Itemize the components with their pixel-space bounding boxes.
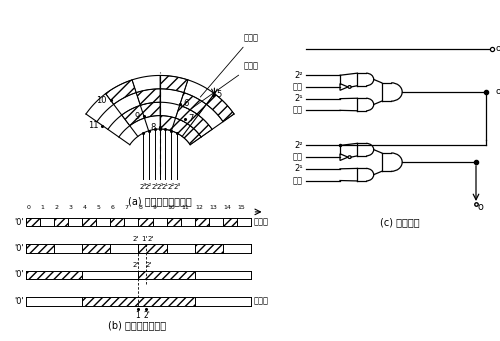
Text: 超前: 超前 [293, 153, 303, 162]
Bar [26, 218, 40, 226]
Text: 2': 2' [147, 236, 154, 242]
Polygon shape [122, 102, 160, 126]
Text: (a) 码盘和电刷布置图: (a) 码盘和电刷布置图 [128, 196, 192, 206]
Text: 3: 3 [68, 205, 72, 210]
Text: 超前: 超前 [293, 83, 303, 91]
Bar [82, 297, 194, 306]
Bar [194, 244, 223, 253]
Text: 9: 9 [134, 112, 140, 121]
Text: 2': 2' [133, 262, 139, 268]
Text: (c) 逻辑电路: (c) 逻辑电路 [380, 217, 420, 227]
Text: 2²: 2² [294, 141, 303, 150]
Text: 2²: 2² [168, 184, 175, 190]
Text: 2¹: 2¹ [294, 94, 303, 103]
Text: o2⁰: o2⁰ [495, 44, 500, 53]
Text: 2: 2 [54, 205, 58, 210]
Text: 绝缘区: 绝缘区 [200, 33, 258, 97]
Text: o: o [478, 202, 484, 212]
Text: 6: 6 [110, 205, 114, 210]
Text: 14: 14 [223, 205, 231, 210]
Text: 1: 1 [136, 311, 140, 320]
Text: 2': 2' [146, 262, 152, 268]
Text: 2³: 2³ [174, 184, 181, 190]
Bar [110, 218, 124, 226]
Text: 2': 2' [144, 311, 150, 320]
Text: 2¹: 2¹ [152, 184, 158, 190]
Text: 10: 10 [167, 205, 174, 210]
Bar [138, 271, 194, 279]
Text: 12: 12 [195, 205, 203, 210]
Text: 外轨道: 外轨道 [254, 218, 268, 226]
Text: 0: 0 [26, 205, 30, 210]
Text: 1': 1' [142, 236, 148, 242]
Text: 10: 10 [96, 96, 106, 105]
Polygon shape [206, 94, 234, 122]
Bar [194, 218, 209, 226]
Text: 5: 5 [216, 90, 222, 100]
Text: 2⁰: 2⁰ [156, 184, 164, 190]
Bar [54, 218, 68, 226]
Text: 5: 5 [96, 205, 100, 210]
Text: 2²: 2² [294, 71, 303, 80]
Text: '0': '0' [14, 218, 24, 226]
Text: 2³: 2³ [139, 184, 146, 190]
Bar [166, 218, 180, 226]
Text: 11: 11 [181, 205, 188, 210]
Text: 2¹: 2¹ [162, 184, 168, 190]
Polygon shape [106, 80, 136, 104]
Text: 2': 2' [133, 236, 139, 242]
Text: 滞后: 滞后 [293, 176, 303, 185]
Bar [82, 244, 110, 253]
Polygon shape [180, 93, 206, 115]
Polygon shape [136, 89, 160, 105]
Bar [223, 218, 237, 226]
Text: '0': '0' [14, 270, 24, 279]
Text: '0': '0' [14, 297, 24, 306]
Text: 9: 9 [153, 205, 157, 210]
Polygon shape [160, 75, 188, 93]
Bar [26, 271, 82, 279]
Text: 2²: 2² [145, 184, 152, 190]
Text: 15: 15 [237, 205, 245, 210]
Text: 滞后: 滞后 [293, 106, 303, 115]
Text: 6: 6 [184, 99, 189, 108]
Text: 导电区: 导电区 [192, 62, 258, 108]
Bar [138, 244, 166, 253]
Text: 2¹: 2¹ [294, 164, 303, 173]
Text: 8: 8 [139, 205, 142, 210]
Bar [26, 244, 54, 253]
Text: o2¹: o2¹ [495, 88, 500, 97]
Bar [82, 218, 96, 226]
Text: 13: 13 [209, 205, 217, 210]
Text: 4: 4 [82, 205, 86, 210]
Text: (b) 码盘结构展开图: (b) 码盘结构展开图 [108, 320, 166, 330]
Text: 7: 7 [188, 114, 194, 123]
Text: '0': '0' [14, 244, 24, 253]
Text: 11: 11 [88, 121, 98, 130]
Text: 8: 8 [150, 123, 156, 132]
Polygon shape [160, 116, 201, 145]
Polygon shape [176, 105, 212, 137]
Text: 7: 7 [124, 205, 128, 210]
Text: 1: 1 [40, 205, 44, 210]
Text: 内轨道: 内轨道 [254, 297, 268, 306]
Bar [138, 218, 152, 226]
